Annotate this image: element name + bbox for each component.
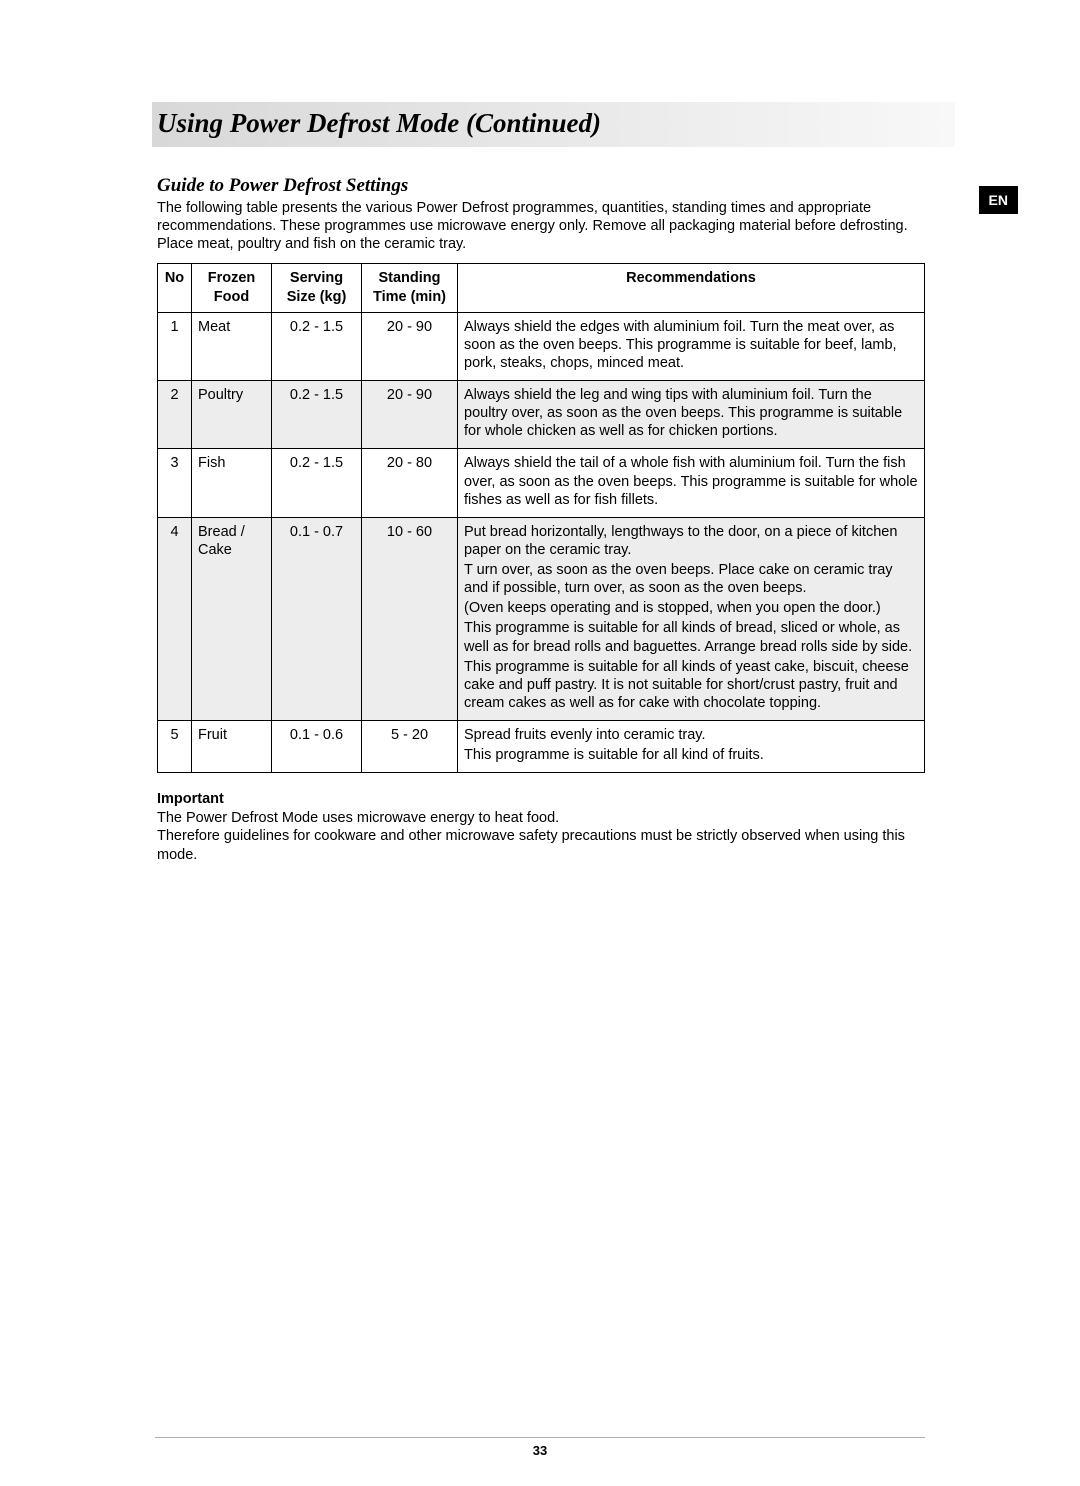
page-number: 33	[0, 1443, 1080, 1458]
rec-para: Always shield the leg and wing tips with…	[464, 386, 918, 440]
cell-size: 0.2 - 1.5	[272, 312, 362, 380]
cell-rec: Always shield the edges with aluminium f…	[458, 312, 925, 380]
cell-time: 20 - 90	[362, 312, 458, 380]
rec-para: This programme is suitable for all kind …	[464, 746, 918, 764]
cell-no: 5	[158, 721, 192, 773]
cell-rec: Put bread horizontally, lengthways to th…	[458, 517, 925, 720]
col-no: No	[158, 264, 192, 312]
col-size: Serving Size (kg)	[272, 264, 362, 312]
rec-para: T urn over, as soon as the oven beeps. P…	[464, 561, 918, 597]
cell-time: 20 - 80	[362, 449, 458, 517]
cell-food: Bread / Cake	[192, 517, 272, 720]
cell-no: 2	[158, 381, 192, 449]
table-row: 2 Poultry 0.2 - 1.5 20 - 90 Always shiel…	[158, 381, 925, 449]
important-line-2: Therefore guidelines for cookware and ot…	[157, 827, 925, 863]
rec-para: Always shield the tail of a whole fish w…	[464, 454, 918, 508]
cell-size: 0.2 - 1.5	[272, 381, 362, 449]
footer-rule	[155, 1437, 925, 1438]
table-body: 1 Meat 0.2 - 1.5 20 - 90 Always shield t…	[158, 312, 925, 773]
cell-time: 20 - 90	[362, 381, 458, 449]
rec-para: This programme is suitable for all kinds…	[464, 619, 918, 655]
rec-para: This programme is suitable for all kinds…	[464, 658, 918, 712]
table-row: 4 Bread / Cake 0.1 - 0.7 10 - 60 Put bre…	[158, 517, 925, 720]
col-time: Standing Time (min)	[362, 264, 458, 312]
cell-size: 0.1 - 0.6	[272, 721, 362, 773]
col-rec: Recommendations	[458, 264, 925, 312]
cell-rec: Always shield the leg and wing tips with…	[458, 381, 925, 449]
cell-food: Poultry	[192, 381, 272, 449]
rec-para: Put bread horizontally, lengthways to th…	[464, 523, 918, 559]
cell-food: Fruit	[192, 721, 272, 773]
table-header: No Frozen Food Serving Size (kg) Standin…	[158, 264, 925, 312]
cell-size: 0.1 - 0.7	[272, 517, 362, 720]
cell-no: 4	[158, 517, 192, 720]
cell-time: 5 - 20	[362, 721, 458, 773]
manual-page: Using Power Defrost Mode (Continued) EN …	[0, 0, 1080, 1486]
table-row: 3 Fish 0.2 - 1.5 20 - 80 Always shield t…	[158, 449, 925, 517]
cell-time: 10 - 60	[362, 517, 458, 720]
important-line-1: The Power Defrost Mode uses microwave en…	[157, 809, 925, 827]
cell-rec: Spread fruits evenly into ceramic tray. …	[458, 721, 925, 773]
cell-no: 1	[158, 312, 192, 380]
title-bar: Using Power Defrost Mode (Continued)	[152, 102, 955, 147]
important-heading: Important	[157, 791, 925, 807]
section-intro: The following table presents the various…	[157, 199, 925, 253]
cell-no: 3	[158, 449, 192, 517]
section-subhead: Guide to Power Defrost Settings	[157, 175, 925, 197]
table-row: 5 Fruit 0.1 - 0.6 5 - 20 Spread fruits e…	[158, 721, 925, 773]
defrost-table: No Frozen Food Serving Size (kg) Standin…	[157, 263, 925, 773]
language-badge: EN	[979, 186, 1018, 214]
col-food: Frozen Food	[192, 264, 272, 312]
cell-rec: Always shield the tail of a whole fish w…	[458, 449, 925, 517]
rec-para: Spread fruits evenly into ceramic tray.	[464, 726, 918, 744]
cell-food: Meat	[192, 312, 272, 380]
page-title: Using Power Defrost Mode (Continued)	[157, 108, 955, 139]
table-row: 1 Meat 0.2 - 1.5 20 - 90 Always shield t…	[158, 312, 925, 380]
rec-para: Always shield the edges with aluminium f…	[464, 318, 918, 372]
cell-size: 0.2 - 1.5	[272, 449, 362, 517]
rec-para: (Oven keeps operating and is stopped, wh…	[464, 599, 918, 617]
cell-food: Fish	[192, 449, 272, 517]
